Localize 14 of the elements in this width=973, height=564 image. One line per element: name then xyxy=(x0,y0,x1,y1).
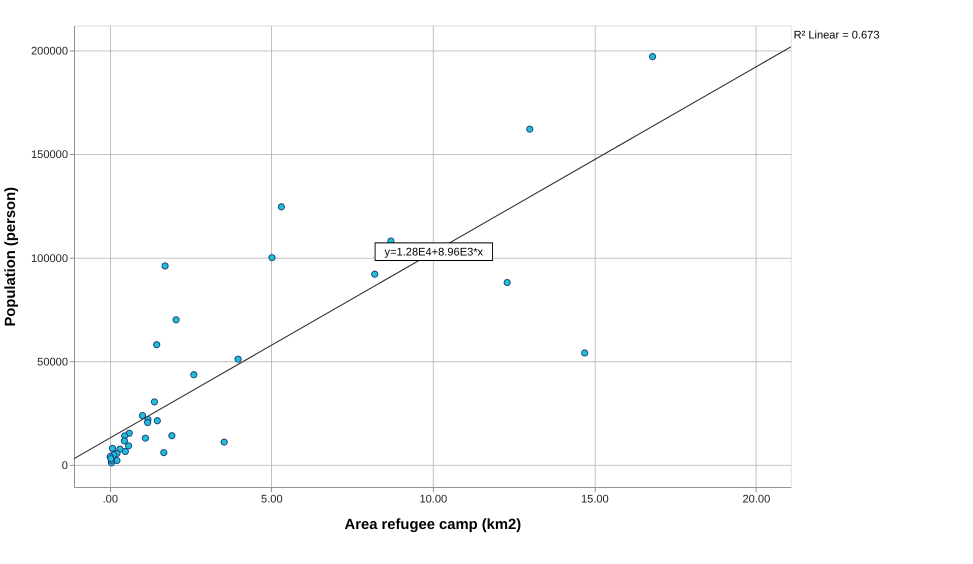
x-tick-label: 20.00 xyxy=(742,493,770,506)
y-tick-label: 100000 xyxy=(31,252,68,265)
y-tick-label: 0 xyxy=(62,460,68,472)
x-tick-label: 5.00 xyxy=(261,493,283,506)
x-tick-label: 10.00 xyxy=(419,493,448,506)
text: R² Linear = 0.673 xyxy=(794,29,880,42)
y-tick-label: 200000 xyxy=(31,46,68,58)
y-axis-title: Population (person) xyxy=(3,186,20,327)
y-tick-label: 150000 xyxy=(31,149,68,162)
y-tick-label: 50000 xyxy=(37,356,68,368)
x-axis-title: Area refugee camp (km2) xyxy=(344,517,522,534)
x-tick-label: 15.00 xyxy=(580,493,609,506)
annotation: y=1.28E4+8.96E3*x xyxy=(384,246,484,258)
x-tick-label: .00 xyxy=(102,493,118,506)
